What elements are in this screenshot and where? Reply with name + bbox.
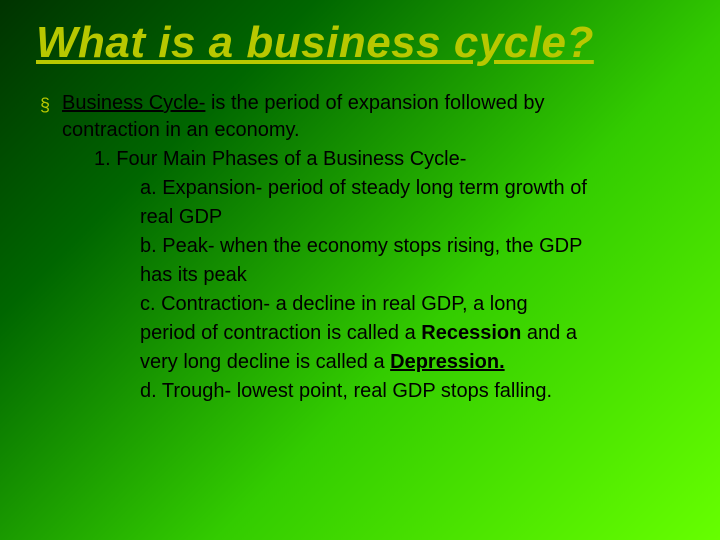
phase-b-line2: has its peak: [40, 262, 680, 289]
term-recession: Recession: [421, 322, 521, 344]
term-depression: Depression.: [390, 351, 504, 373]
definition-part1: is the period of expansion followed by: [205, 92, 544, 114]
main-bullet-text: Business Cycle- is the period of expansi…: [62, 90, 680, 144]
square-bullet-icon: §: [40, 93, 50, 117]
phase-a-line2: real GDP: [40, 204, 680, 231]
main-bullet-row: § Business Cycle- is the period of expan…: [40, 90, 680, 144]
definition-part2: contraction in an economy.: [62, 119, 300, 141]
term-business-cycle: Business Cycle-: [62, 92, 205, 114]
phase-c-line1: c. Contraction- a decline in real GDP, a…: [40, 291, 680, 318]
phase-b-line1: b. Peak- when the economy stops rising, …: [40, 233, 680, 260]
slide-title: What is a business cycle?: [0, 0, 720, 68]
slide-content: § Business Cycle- is the period of expan…: [0, 68, 720, 405]
phase-c-line2: period of contraction is called a Recess…: [40, 320, 680, 347]
phase-c-line3: very long decline is called a Depression…: [40, 349, 680, 376]
phase-c-line3-pre: very long decline is called a: [140, 351, 390, 373]
phase-c-line2-pre: period of contraction is called a: [140, 322, 421, 344]
phase-d: d. Trough- lowest point, real GDP stops …: [40, 378, 680, 405]
phases-heading: 1. Four Main Phases of a Business Cycle-: [40, 146, 680, 173]
phase-c-line2-post: and a: [521, 322, 577, 344]
phase-a-line1: a. Expansion- period of steady long term…: [40, 175, 680, 202]
